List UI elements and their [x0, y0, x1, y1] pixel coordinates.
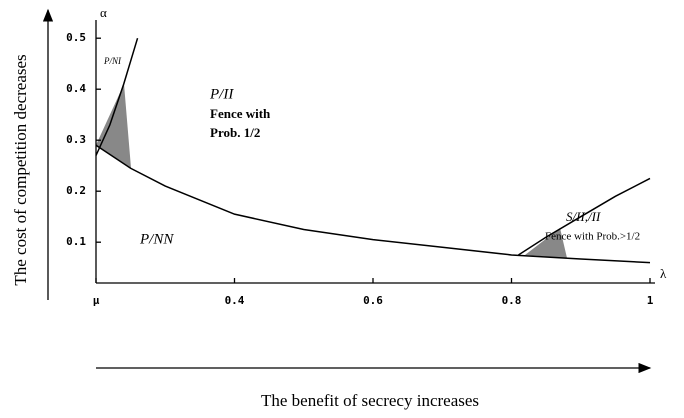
annotation: P/NN — [139, 231, 174, 247]
curve — [518, 177, 651, 256]
x-symbol: λ — [660, 266, 667, 281]
annotation: P/II — [209, 86, 234, 102]
y-tick-label: 0.1 — [66, 235, 86, 248]
y-tick-label: 0.5 — [66, 31, 86, 44]
annotation: Fence with — [210, 106, 271, 121]
x-tick-label: μ — [93, 294, 100, 307]
shaded-region — [525, 228, 567, 258]
curve — [95, 37, 139, 156]
y-tick-label: 0.3 — [66, 133, 86, 146]
x-tick-label: 0.8 — [502, 294, 522, 307]
annotation: P/NI — [103, 56, 122, 66]
y-tick-label: 0.4 — [66, 82, 86, 95]
x-tick-label: 1 — [647, 294, 654, 307]
y-symbol: α — [100, 5, 107, 20]
shaded-region — [96, 84, 131, 168]
y-tick-label: 0.2 — [66, 184, 86, 197]
x-tick-label: 0.4 — [225, 294, 245, 307]
annotation: Fence with Prob.>1/2 — [545, 231, 640, 243]
y-axis-label: The cost of competition decreases — [11, 54, 30, 285]
x-tick-label: 0.6 — [363, 294, 383, 307]
curve — [95, 144, 651, 264]
annotation: Prob. 1/2 — [210, 125, 260, 140]
x-axis-label: The benefit of secrecy increases — [261, 391, 479, 410]
